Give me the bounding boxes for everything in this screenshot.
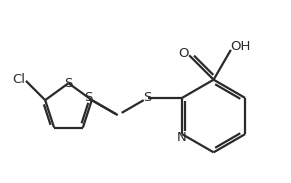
Text: N: N xyxy=(177,131,187,144)
Text: OH: OH xyxy=(230,40,250,53)
Text: O: O xyxy=(178,47,189,60)
Text: Cl: Cl xyxy=(12,72,25,85)
Text: S: S xyxy=(84,91,92,104)
Text: S: S xyxy=(143,91,152,104)
Text: S: S xyxy=(64,77,73,90)
